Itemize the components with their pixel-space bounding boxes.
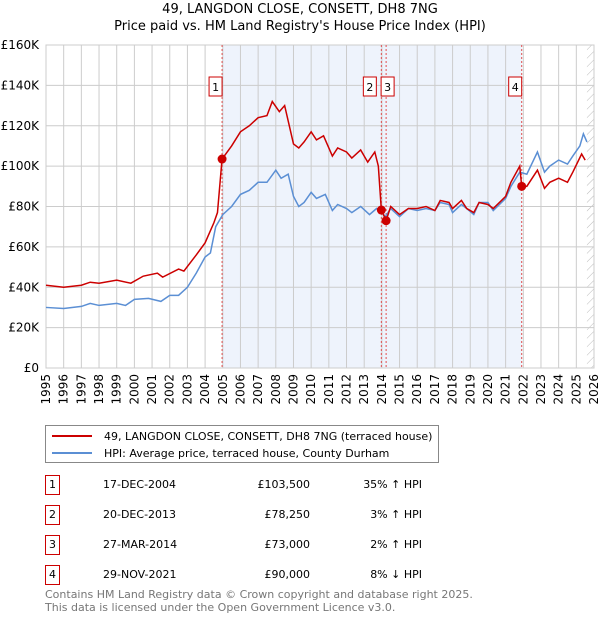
x-tick-label: 2016 (410, 374, 424, 405)
legend-label-property: 49, LANGDON CLOSE, CONSETT, DH8 7NG (ter… (104, 429, 433, 443)
sale-label-box (362, 76, 377, 97)
legend-swatch-hpi (52, 452, 92, 454)
x-tick-label: 2023 (534, 374, 548, 405)
sale-label-box (208, 76, 223, 97)
x-tick-label: 2022 (516, 374, 530, 405)
y-tick-label: £40K (8, 280, 40, 294)
y-tick-label: £140K (1, 78, 41, 92)
transaction-date: 27-MAR-2014 (103, 538, 178, 551)
x-tick-label: 2011 (322, 374, 336, 405)
footer-copyright: Contains HM Land Registry data © Crown c… (45, 588, 473, 601)
y-tick-label: £120K (1, 119, 41, 133)
x-tick-label: 2004 (198, 374, 212, 405)
x-tick-label: 2000 (127, 374, 141, 405)
transaction-row: 4 29-NOV-2021 £90,000 8% ↓ HPI (45, 565, 495, 585)
sale-label: 3 (384, 81, 391, 94)
x-tick-label: 2020 (481, 374, 495, 405)
x-tick-label: 2012 (340, 374, 354, 405)
x-tick-label: 2006 (233, 374, 247, 405)
sale-label: 1 (212, 81, 219, 94)
x-tick-label: 2018 (446, 374, 460, 405)
y-tick-label: £160K (1, 38, 41, 52)
price-chart: 1995 1996 1997 1998 1999 2000 2001 2002 2003 2004… (1, 38, 600, 405)
footer: Contains HM Land Registry data © Crown c… (45, 588, 473, 614)
sale-point (381, 216, 391, 226)
y-tick-label: £60K (8, 240, 40, 254)
sale-label: 4 (512, 81, 519, 94)
transaction-row: 1 17-DEC-2004 £103,500 35% ↑ HPI (45, 475, 495, 495)
sale-label: 2 (366, 81, 373, 94)
y-tick-label: £100K (1, 159, 41, 173)
x-tick-label: 2015 (393, 374, 407, 405)
legend-item-property: 49, LANGDON CLOSE, CONSETT, DH8 7NG (ter… (46, 428, 432, 444)
x-tick-label: 1998 (92, 374, 106, 405)
legend-label-hpi: HPI: Average price, terraced house, Coun… (104, 446, 390, 460)
transaction-price: £103,500 (257, 478, 311, 491)
sale-label-box (380, 76, 395, 97)
sale-point (376, 205, 386, 215)
hpi-line (45, 131, 588, 310)
x-tick-label: 2021 (499, 374, 513, 405)
transaction-number: 1 (45, 475, 60, 495)
x-tick-label: 2024 (552, 374, 566, 405)
y-tick-label: £20K (8, 321, 40, 335)
x-tick-label: 1995 (39, 374, 53, 405)
y-tick-label: £80K (8, 200, 40, 214)
transaction-hpi-diff: 3% ↑ HPI (370, 508, 422, 521)
transaction-number: 2 (45, 505, 60, 525)
chart-subtitle: Price paid vs. HM Land Registry's House … (114, 19, 486, 34)
x-tick-label: 2005 (216, 374, 230, 405)
transaction-hpi-diff: 2% ↑ HPI (370, 538, 422, 551)
x-tick-label: 2009 (286, 374, 300, 405)
x-tick-label: 2008 (269, 374, 283, 405)
transaction-hpi-diff: 8% ↓ HPI (370, 568, 422, 581)
transaction-hpi-diff: 35% ↑ HPI (363, 478, 422, 491)
x-tick-label: 1999 (110, 374, 124, 405)
x-tick-label: 2001 (145, 374, 159, 405)
transaction-date: 29-NOV-2021 (103, 568, 177, 581)
x-tick-label: 2014 (375, 374, 389, 405)
plot-border (45, 44, 595, 369)
footer-licence: This data is licensed under the Open Gov… (45, 601, 396, 614)
transaction-number: 4 (45, 565, 60, 585)
transaction-number: 3 (45, 535, 60, 555)
legend-item-hpi: HPI: Average price, terraced house, Coun… (46, 445, 389, 461)
transaction-row: 2 20-DEC-2013 £78,250 3% ↑ HPI (45, 505, 495, 525)
transaction-row: 3 27-MAR-2014 £73,000 2% ↑ HPI (45, 535, 495, 555)
x-tick-label: 2003 (180, 374, 194, 405)
property-price-line (45, 99, 586, 289)
x-tick-label: 2007 (251, 374, 265, 405)
x-tick-label: 2002 (163, 374, 177, 405)
sale-label-box (508, 76, 523, 97)
sale-point (217, 154, 227, 164)
x-tick-label: 2013 (357, 374, 371, 405)
x-tick-label: 2017 (428, 374, 442, 405)
legend: 49, LANGDON CLOSE, CONSETT, DH8 7NG (ter… (45, 425, 439, 463)
transaction-date: 20-DEC-2013 (103, 508, 177, 521)
transaction-date: 17-DEC-2004 (103, 478, 177, 491)
x-tick-label: 1997 (74, 374, 88, 405)
x-tick-label: 2019 (463, 374, 477, 405)
sale-point (517, 181, 527, 191)
x-tick-label: 1996 (57, 374, 71, 405)
legend-swatch-property (52, 435, 92, 437)
transaction-price: £78,250 (264, 508, 311, 521)
x-tick-label: 2025 (569, 374, 583, 405)
y-tick-label: £0 (24, 361, 39, 375)
transaction-price: £73,000 (264, 538, 311, 551)
chart-title: 49, LANGDON CLOSE, CONSETT, DH8 7NG (162, 2, 438, 17)
transaction-price: £90,000 (264, 568, 311, 581)
x-tick-label: 2010 (304, 374, 318, 405)
x-tick-label: 2026 (587, 374, 600, 405)
